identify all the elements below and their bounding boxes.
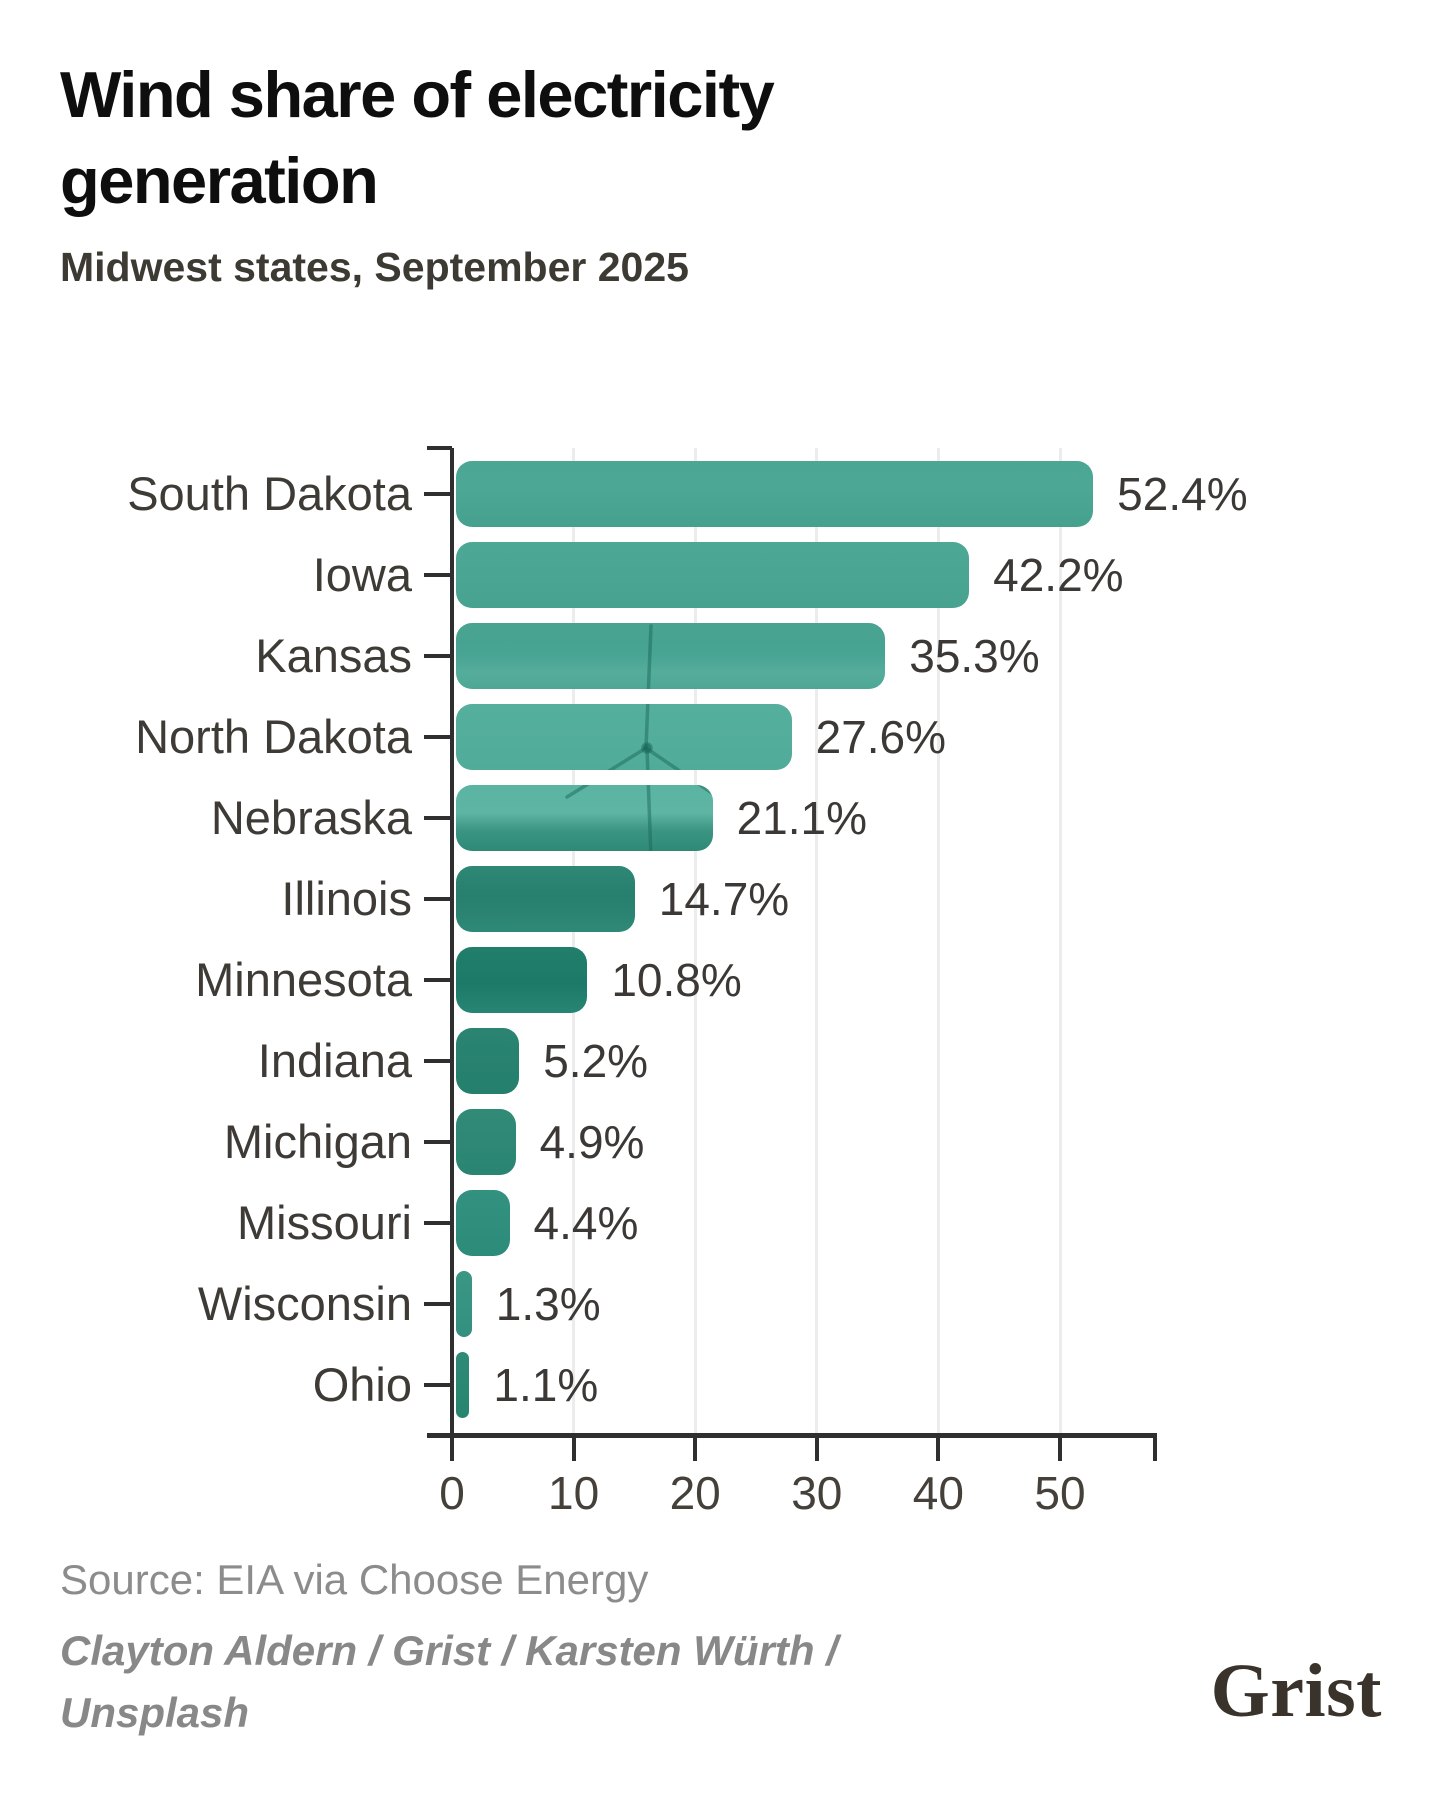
x-tick xyxy=(571,1435,576,1461)
x-axis-end-cap xyxy=(1153,1435,1157,1461)
chart-title: Wind share of electricity generation xyxy=(60,58,775,217)
state-label: Iowa xyxy=(312,548,412,601)
row-tick xyxy=(424,1059,452,1063)
row-tick xyxy=(424,654,452,658)
state-label: Michigan xyxy=(223,1115,412,1168)
bar-south-dakota xyxy=(456,461,1094,527)
state-label: North Dakota xyxy=(135,710,412,763)
state-label: Nebraska xyxy=(210,791,412,844)
grist-logo: Grist xyxy=(1210,1649,1382,1733)
x-tick-label: 30 xyxy=(791,1467,843,1519)
bar-iowa xyxy=(456,542,970,608)
value-label: 1.1% xyxy=(493,1359,599,1411)
credit-line-2: Unsplash xyxy=(60,1688,250,1736)
bar-north-dakota xyxy=(456,704,792,770)
row-tick xyxy=(424,978,452,982)
value-label: 52.4% xyxy=(1117,468,1248,520)
x-tick-label: 10 xyxy=(548,1467,600,1519)
y-axis-top-cap xyxy=(427,446,452,450)
state-label: Missouri xyxy=(237,1196,412,1249)
bar-minnesota xyxy=(456,947,588,1013)
x-tick xyxy=(450,1435,454,1461)
x-tick-label: 20 xyxy=(669,1467,721,1519)
x-tick-label: 40 xyxy=(912,1467,964,1519)
row-tick xyxy=(424,1221,452,1225)
credit-line-1: Clayton Aldern / Grist / Karsten Würth / xyxy=(60,1627,838,1674)
bar-missouri xyxy=(456,1190,510,1256)
x-tick xyxy=(1058,1435,1062,1461)
row-tick xyxy=(424,492,452,496)
chart-subtitle: Midwest states, September 2025 xyxy=(60,244,689,290)
bar-ohio xyxy=(456,1352,470,1418)
row-tick xyxy=(424,816,452,820)
x-gridline xyxy=(936,448,940,1435)
credit-note: Clayton Aldern / Grist / Karsten Würth /… xyxy=(60,1620,920,1743)
x-tick-label: 50 xyxy=(1034,1467,1086,1519)
value-label: 42.2% xyxy=(993,549,1124,601)
x-axis-line xyxy=(427,1433,1157,1438)
value-label: 21.1% xyxy=(736,792,867,844)
x-gridline xyxy=(693,448,697,1435)
bar-nebraska xyxy=(456,785,713,851)
y-axis-line xyxy=(450,448,454,1435)
value-label: 14.7% xyxy=(658,873,790,925)
row-tick xyxy=(424,1140,452,1144)
x-tick-label: 0 xyxy=(439,1467,465,1519)
x-gridline xyxy=(572,448,576,1435)
row-tick xyxy=(424,1302,452,1306)
value-label: 4.9% xyxy=(539,1116,645,1168)
state-label: South Dakota xyxy=(127,467,412,520)
bar-michigan xyxy=(456,1109,516,1175)
state-label: Illinois xyxy=(281,872,412,925)
value-label: 4.4% xyxy=(533,1197,639,1249)
state-label: Ohio xyxy=(312,1358,412,1411)
value-label: 1.3% xyxy=(495,1278,601,1330)
row-tick xyxy=(424,735,452,739)
bar-wisconsin xyxy=(456,1271,472,1337)
state-label: Indiana xyxy=(257,1034,412,1087)
source-note: Source: EIA via Choose Energy xyxy=(60,1556,649,1603)
x-tick xyxy=(814,1435,819,1461)
state-label: Wisconsin xyxy=(197,1277,412,1330)
row-tick xyxy=(424,573,452,577)
x-tick xyxy=(693,1435,698,1461)
value-label: 5.2% xyxy=(543,1035,649,1087)
x-gridline xyxy=(1058,448,1062,1435)
bar-kansas xyxy=(456,623,886,689)
x-tick xyxy=(936,1435,941,1461)
value-label: 35.3% xyxy=(909,630,1040,682)
row-tick xyxy=(424,897,452,901)
state-label: Kansas xyxy=(255,629,412,682)
x-gridline xyxy=(815,448,819,1435)
value-label: 27.6% xyxy=(815,711,947,763)
bar-indiana xyxy=(456,1028,520,1094)
value-label: 10.8% xyxy=(611,954,742,1006)
bar-illinois xyxy=(456,866,635,932)
row-tick xyxy=(424,1383,452,1387)
state-label: Minnesota xyxy=(195,953,412,1006)
